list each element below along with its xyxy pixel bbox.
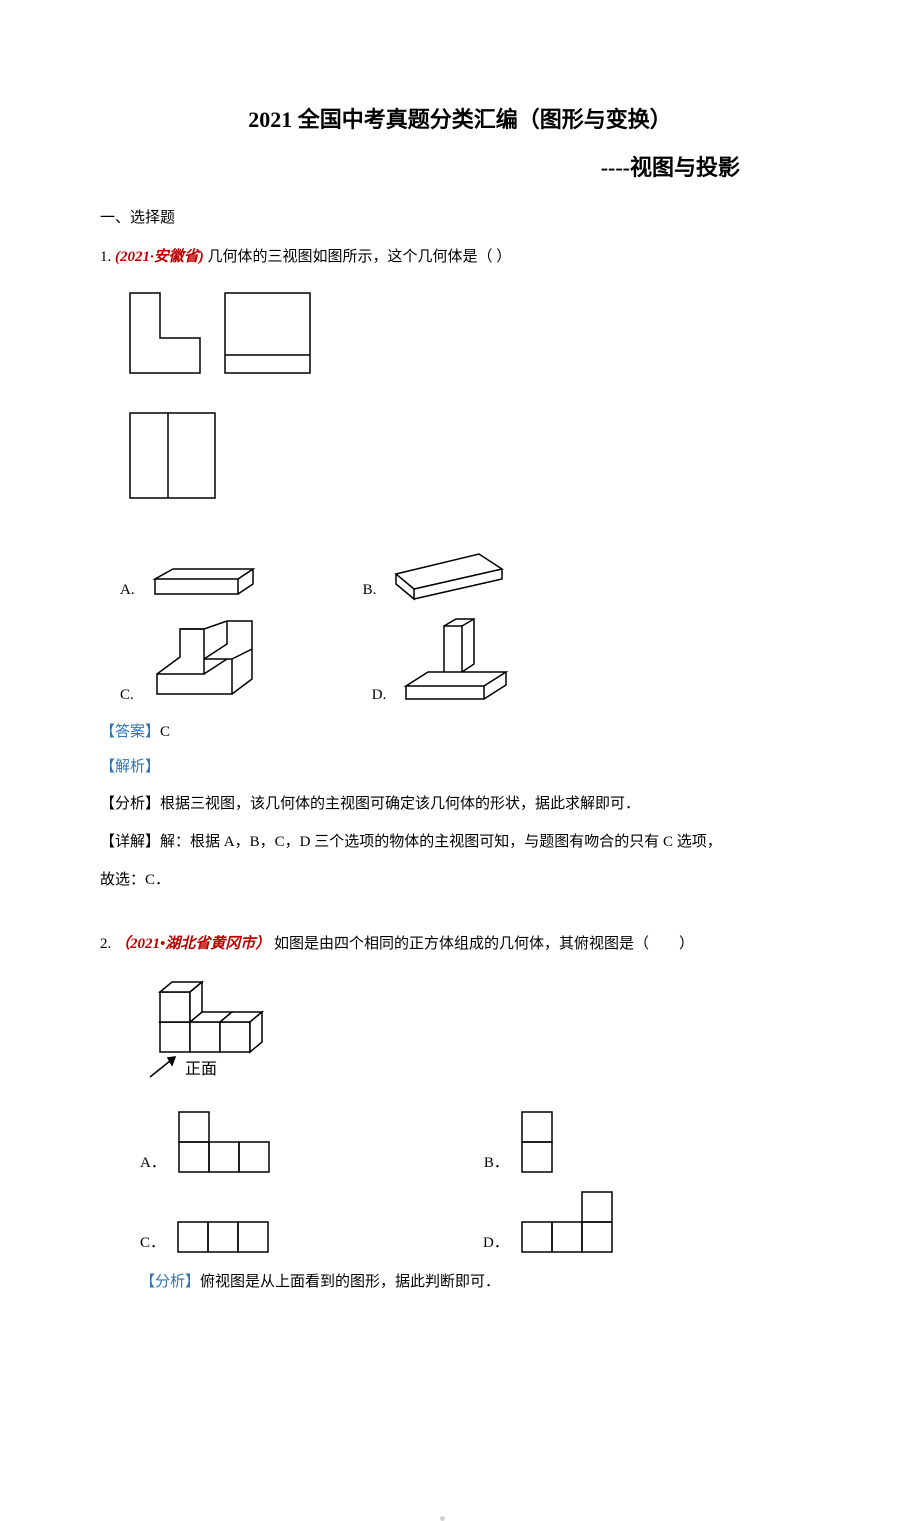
section-header: 一、选择题	[100, 205, 820, 232]
q1-fig-c	[142, 619, 272, 709]
q2-option-d: D．	[483, 1187, 627, 1257]
q2-fenxi-text: 俯视图是从上面看到的图形，据此判断即可．	[200, 1274, 500, 1290]
q1-xiangjie: 【详解】解：根据 A，B，C，D 三个选项的物体的主视图可知，与题图有吻合的只有…	[100, 827, 820, 857]
q1-optlabel-a: A.	[120, 577, 135, 604]
front-label: 正面	[185, 1061, 217, 1078]
q2-line: 2. （2021•湖北省黄冈市） 如图是由四个相同的正方体组成的几何体，其俯视图…	[100, 931, 820, 958]
q1-number: 1.	[100, 249, 111, 265]
q2-optlabel-a: A．	[140, 1150, 166, 1177]
q2-options-row2: C． D．	[140, 1187, 820, 1257]
q1-three-views	[120, 283, 820, 524]
q1-xiangjie-text: 解：根据 A，B，C，D 三个选项的物体的主视图可知，与题图有吻合的只有 C 选…	[160, 834, 722, 850]
q1-option-d: D.	[372, 614, 525, 709]
page-title: 2021 全国中考真题分类汇编（图形与变换）	[100, 100, 820, 140]
q1-options-row1: A. B.	[120, 534, 820, 604]
q2-options-row1: A． B．	[140, 1107, 820, 1177]
q1-text: 几何体的三视图如图所示，这个几何体是（ ）	[208, 249, 512, 265]
q2-fig-a	[174, 1107, 284, 1177]
q1-fig-a	[143, 544, 263, 604]
q1-fig-b	[384, 534, 514, 604]
q2-source: （2021•湖北省黄冈市）	[115, 936, 270, 952]
q1-option-a: A.	[120, 544, 263, 604]
q2-option-a: A．	[140, 1107, 284, 1177]
q1-source: (2021·安徽省)	[115, 249, 204, 265]
q2-optlabel-d: D．	[483, 1230, 509, 1257]
q2-text: 如图是由四个相同的正方体组成的几何体，其俯视图是（ ）	[274, 936, 694, 952]
q2-fig-c	[173, 1217, 283, 1257]
q1-optlabel-d: D.	[372, 682, 387, 709]
q1-fig-d	[394, 614, 524, 709]
q2-fig-b	[517, 1107, 567, 1177]
answer-bracket: 【答案】	[100, 724, 160, 740]
q2-option-b: B．	[484, 1107, 567, 1177]
q2-number: 2.	[100, 936, 115, 952]
q1-options-row2: C. D.	[120, 614, 820, 709]
xiangjie-bracket: 【详解】	[100, 834, 160, 850]
q2-fenxi: 【分析】俯视图是从上面看到的图形，据此判断即可．	[140, 1267, 820, 1297]
q1-optlabel-b: B.	[363, 577, 377, 604]
q2-optlabel-c: C．	[140, 1230, 165, 1257]
fenxi-bracket: 【分析】	[100, 796, 160, 812]
page-subtitle: ----视图与投影	[100, 148, 820, 188]
q2-option-c: C．	[140, 1217, 283, 1257]
q2-fenxi-bracket: 【分析】	[140, 1274, 200, 1290]
q1-optlabel-c: C.	[120, 682, 134, 709]
q2-fig-d	[517, 1187, 627, 1257]
q2-optlabel-b: B．	[484, 1150, 509, 1177]
q2-solid-figure: 正面	[140, 972, 820, 1093]
q1-answer-value: C	[160, 724, 170, 740]
q1-fenxi-text: 根据三视图，该几何体的主视图可确定该几何体的形状，据此求解即可．	[160, 796, 640, 812]
q1-line: 1. (2021·安徽省) 几何体的三视图如图所示，这个几何体是（ ）	[100, 244, 820, 271]
q1-fenxi: 【分析】根据三视图，该几何体的主视图可确定该几何体的形状，据此求解即可．	[100, 789, 820, 819]
watermark-dot	[440, 1516, 445, 1521]
q1-analysis-header: 【解析】	[100, 754, 820, 781]
q1-option-b: B.	[363, 534, 515, 604]
q1-answer: 【答案】C	[100, 719, 820, 746]
q1-conclusion: 故选：C．	[100, 865, 820, 895]
q1-option-c: C.	[120, 619, 272, 709]
